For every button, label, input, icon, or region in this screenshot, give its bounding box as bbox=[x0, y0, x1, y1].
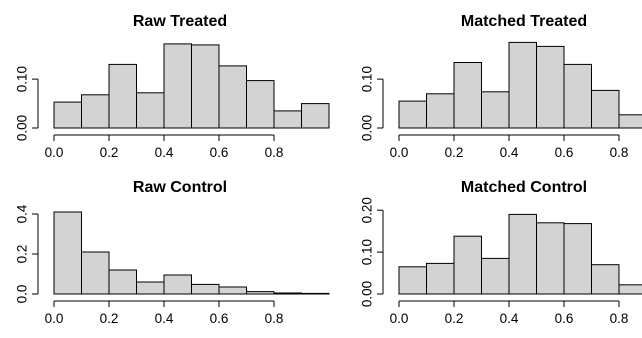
x-tick-label-matched-treated-2: 0.4 bbox=[500, 145, 519, 160]
y-tick-label-matched-control-1: 0.10 bbox=[360, 239, 375, 265]
bar-matched-treated-5 bbox=[536, 45, 565, 129]
x-tick-label-raw-control-4: 0.8 bbox=[265, 311, 284, 326]
bar-raw-control-6 bbox=[218, 286, 247, 295]
x-tick-label-raw-control-0: 0.0 bbox=[45, 311, 64, 326]
panel-title-matched-treated: Matched Treated bbox=[461, 13, 587, 30]
y-tick-label-matched-treated-0: 0.00 bbox=[360, 115, 375, 141]
bar-raw-control-3 bbox=[136, 281, 165, 295]
x-tick-label-matched-treated-1: 0.2 bbox=[445, 145, 464, 160]
bar-matched-control-4 bbox=[508, 213, 537, 295]
bar-raw-control-8 bbox=[273, 292, 302, 295]
y-tick-label-matched-control-2: 0.20 bbox=[360, 197, 375, 223]
bar-matched-control-6 bbox=[563, 223, 592, 295]
x-tick-label-raw-treated-3: 0.6 bbox=[210, 145, 229, 160]
bar-raw-treated-9 bbox=[301, 103, 330, 129]
bar-raw-treated-4 bbox=[163, 43, 192, 129]
bar-matched-treated-6 bbox=[563, 63, 592, 129]
bar-raw-control-1 bbox=[81, 251, 110, 295]
bar-raw-treated-1 bbox=[81, 94, 110, 129]
x-tick-label-raw-control-2: 0.4 bbox=[155, 311, 174, 326]
x-tick-label-raw-treated-2: 0.4 bbox=[155, 145, 174, 160]
bar-raw-treated-5 bbox=[191, 44, 220, 129]
x-tick-label-raw-treated-4: 0.8 bbox=[265, 145, 284, 160]
panel-title-matched-control: Matched Control bbox=[461, 179, 587, 196]
x-tick-label-raw-treated-0: 0.0 bbox=[45, 145, 64, 160]
y-tick-label-raw-treated-0: 0.00 bbox=[15, 115, 30, 141]
x-tick-label-matched-control-3: 0.6 bbox=[555, 311, 574, 326]
bar-raw-treated-2 bbox=[108, 63, 137, 129]
bar-raw-treated-6 bbox=[218, 65, 247, 129]
x-tick-label-matched-control-2: 0.4 bbox=[500, 311, 519, 326]
bar-raw-treated-3 bbox=[136, 92, 165, 129]
x-tick-label-matched-control-4: 0.8 bbox=[610, 311, 629, 326]
x-tick-label-matched-treated-3: 0.6 bbox=[555, 145, 574, 160]
y-tick-label-raw-treated-1: 0.10 bbox=[15, 66, 30, 92]
bar-raw-control-4 bbox=[163, 274, 192, 295]
bar-raw-treated-8 bbox=[273, 110, 302, 129]
panel-raw-control: Raw Control 0.0 0.2 0.4 0.6 0.8 0.0 0.2 0.4 bbox=[15, 179, 330, 326]
y-tick-label-matched-control-0: 0.00 bbox=[360, 281, 375, 307]
bar-matched-control-0 bbox=[398, 266, 427, 295]
bar-matched-treated-7 bbox=[591, 89, 620, 129]
bar-matched-treated-4 bbox=[508, 41, 537, 129]
y-tick-label-raw-control-2: 0.4 bbox=[15, 204, 30, 223]
bar-matched-control-5 bbox=[536, 222, 565, 295]
y-tick-label-raw-control-1: 0.2 bbox=[15, 245, 30, 264]
x-tick-label-raw-treated-1: 0.2 bbox=[100, 145, 119, 160]
bar-raw-control-2 bbox=[108, 269, 137, 295]
bar-raw-control-0 bbox=[53, 211, 82, 295]
panel-matched-control: Matched Control 0.0 0.2 0.4 0.6 0.8 0.00 0.10 0… bbox=[360, 179, 642, 326]
x-tick-label-matched-control-1: 0.2 bbox=[445, 311, 464, 326]
bar-raw-treated-7 bbox=[246, 80, 275, 129]
y-tick-label-raw-control-0: 0.0 bbox=[15, 285, 30, 304]
x-tick-label-matched-treated-0: 0.0 bbox=[390, 145, 409, 160]
panel-matched-treated: Matched Treated 0.0 0.2 0.4 0.6 0.8 0.00 0.10 bbox=[360, 13, 642, 160]
panel-raw-treated: Raw Treated 0.0 0.2 0.4 0.6 0.8 0.00 0.10 bbox=[15, 13, 330, 160]
bar-matched-control-8 bbox=[618, 284, 642, 295]
bar-raw-control-5 bbox=[191, 283, 220, 295]
bar-raw-control-9 bbox=[301, 292, 330, 295]
bar-matched-control-7 bbox=[591, 264, 620, 295]
bar-matched-treated-0 bbox=[398, 100, 427, 129]
x-tick-label-raw-control-3: 0.6 bbox=[210, 311, 229, 326]
bar-matched-control-2 bbox=[453, 235, 482, 295]
y-tick-label-matched-treated-1: 0.10 bbox=[360, 66, 375, 92]
bar-matched-control-1 bbox=[426, 262, 455, 295]
panel-title-raw-treated: Raw Treated bbox=[133, 13, 227, 30]
x-tick-label-matched-treated-4: 0.8 bbox=[610, 145, 629, 160]
x-tick-label-matched-control-0: 0.0 bbox=[390, 311, 409, 326]
bar-raw-treated-0 bbox=[53, 101, 82, 129]
bar-matched-treated-2 bbox=[453, 62, 482, 129]
bar-matched-treated-8 bbox=[618, 114, 642, 129]
bar-matched-treated-3 bbox=[481, 91, 510, 129]
bar-matched-treated-1 bbox=[426, 93, 455, 129]
x-tick-label-raw-control-1: 0.2 bbox=[100, 311, 119, 326]
bar-matched-control-3 bbox=[481, 257, 510, 295]
bar-raw-control-7 bbox=[246, 291, 275, 295]
panel-title-raw-control: Raw Control bbox=[133, 179, 227, 196]
